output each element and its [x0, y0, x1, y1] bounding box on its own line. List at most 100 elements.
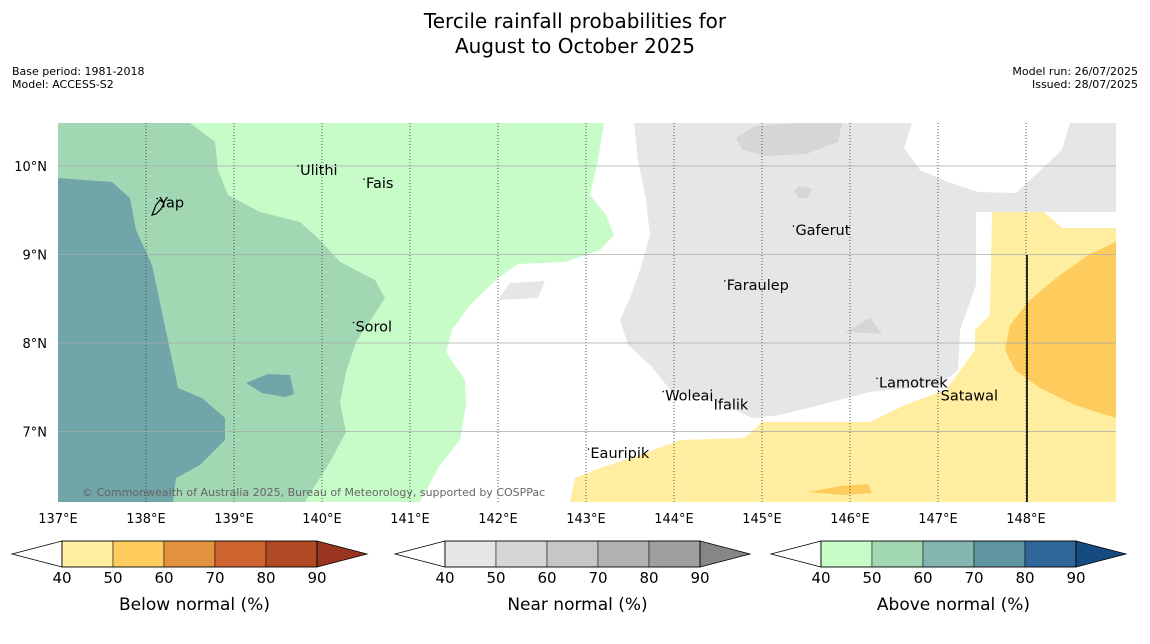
colorbar-legends: 40 50 60 70 80 90 Below normal (%) 40 50 60 70 80 90…	[10, 540, 1128, 615]
lon-tick-label: 148°E	[1006, 512, 1046, 527]
colorbar-label: Near normal (%)	[507, 595, 647, 615]
colorbar-tick-label: 70	[588, 569, 607, 587]
colorbar-label: Below normal (%)	[119, 595, 270, 615]
place-label-lamotrek: Lamotrek	[879, 375, 948, 391]
colorbar-tick-label: 90	[307, 569, 326, 587]
lon-tick-label: 140°E	[302, 512, 342, 527]
colorbar-cell	[820, 540, 873, 568]
lon-tick-label: 138°E	[126, 512, 166, 527]
place-label-satawal: Satawal	[941, 389, 998, 405]
colorbar-frame	[61, 540, 318, 568]
lon-tick-label: 143°E	[566, 512, 606, 527]
place-label-woleai: Woleai	[665, 389, 713, 405]
model-text: Model: ACCESS-S2	[12, 78, 114, 91]
colorbar-tick-label: 60	[913, 569, 932, 587]
colorbar-tick-label: 50	[103, 569, 122, 587]
colorbar-tick-label: 80	[639, 569, 658, 587]
colorbar-3: 40 50 60 70 80 90 Above normal (%)	[769, 540, 1128, 615]
colorbar-tick-label: 70	[964, 569, 983, 587]
colorbar-1: 40 50 60 70 80 90 Below normal (%)	[10, 540, 369, 615]
colorbar-cell	[265, 540, 318, 568]
colorbar-cell	[112, 540, 165, 568]
axis-tick-labels: 137°E 138°E 139°E 140°E 141°E 142°E 143°E 144°E…	[14, 160, 1046, 527]
colorbar-2: 40 50 60 70 80 90 Near normal (%)	[393, 540, 752, 615]
probability-shading	[58, 123, 1116, 502]
place-marker	[297, 165, 299, 167]
map-title-line1: Tercile rainfall probabilities for	[423, 9, 727, 33]
place-label-faraulep: Faraulep	[727, 278, 789, 294]
lon-tick-label: 141°E	[390, 512, 430, 527]
yap-island-outline	[151, 199, 165, 216]
colorbar-cell	[495, 540, 548, 568]
colorbar-tick-label: 90	[690, 569, 709, 587]
colorbar-cell	[163, 540, 216, 568]
colorbar-tick-label: 70	[205, 569, 224, 587]
graticule	[58, 123, 1116, 502]
colorbar-cell	[1024, 540, 1077, 568]
place-label-gaferut: Gaferut	[795, 223, 850, 239]
meta-right: Model run: 26/07/2025 Issued: 28/07/2025	[1012, 65, 1138, 91]
colorbar-over-arrow	[316, 540, 369, 568]
colorbar-over-arrow	[1075, 540, 1128, 568]
model-run-text: Model run: 26/07/2025	[1012, 65, 1138, 78]
map-title-line2: August to October 2025	[454, 34, 696, 58]
place-label-sorol: Sorol	[355, 319, 392, 335]
colorbar-over-arrow	[699, 540, 752, 568]
colorbar-under-arrow	[769, 540, 822, 568]
place-marker	[792, 225, 795, 227]
above-normal-60-70-region	[58, 178, 225, 502]
place-marker	[352, 321, 355, 324]
lon-tick-label: 145°E	[742, 512, 782, 527]
colorbar-cell	[444, 540, 497, 568]
colorbar-tick-label: 50	[486, 569, 505, 587]
colorbar-cell	[922, 540, 975, 568]
colorbar-tick-label: 80	[256, 569, 275, 587]
colorbar-cell	[546, 540, 599, 568]
place-marker	[363, 178, 365, 180]
near-normal-50-60-patch	[845, 318, 882, 334]
colorbar-tick-label: 40	[435, 569, 454, 587]
lat-tick-label: 8°N	[23, 337, 48, 352]
below-normal-50-60-region	[1005, 242, 1116, 418]
colorbar-cell	[871, 540, 924, 568]
place-marker	[156, 197, 158, 200]
colorbar-tick-label: 40	[811, 569, 830, 587]
meta-left: Base period: 1981-2018 Model: ACCESS-S2	[12, 65, 144, 91]
colorbar-tick-label: 60	[154, 569, 173, 587]
colorbar-tick-label: 40	[52, 569, 71, 587]
colorbar-under-arrow	[393, 540, 446, 568]
lon-tick-label: 137°E	[38, 512, 78, 527]
place-marker	[937, 390, 940, 393]
place-marker	[876, 377, 878, 380]
place-marker	[662, 390, 664, 393]
near-normal-50-60-top	[736, 123, 842, 156]
colorbar-tick-label: 60	[537, 569, 556, 587]
lat-tick-label: 7°N	[23, 426, 48, 441]
base-period-text: Base period: 1981-2018	[12, 65, 145, 78]
colorbar-under-arrow	[10, 540, 63, 568]
place-label-ifalik: Ifalik	[714, 397, 749, 413]
colorbar-cell	[597, 540, 650, 568]
colorbar-cell	[973, 540, 1026, 568]
lat-tick-label: 9°N	[23, 249, 48, 264]
lon-tick-label: 142°E	[478, 512, 518, 527]
below-normal-40-50-region	[570, 212, 1116, 502]
near-normal-50-60-small	[794, 186, 812, 198]
colorbar-tick-label: 50	[862, 569, 881, 587]
near-normal-region	[620, 123, 1116, 418]
colorbar-tick-label: 80	[1015, 569, 1034, 587]
lon-tick-label: 139°E	[214, 512, 254, 527]
lon-tick-label: 146°E	[830, 512, 870, 527]
place-label-yap: Yap	[158, 196, 184, 212]
colorbar-label: Above normal (%)	[877, 595, 1030, 615]
place-labels: Ulithi Fais Yap Gaferut Faraulep Sorol Lamotre…	[156, 163, 998, 462]
place-marker	[724, 280, 726, 282]
place-marker	[587, 448, 590, 450]
colorbar-frame	[820, 540, 1077, 568]
lon-tick-label: 144°E	[654, 512, 694, 527]
above-normal-60-70-patch	[246, 374, 294, 397]
below-normal-50-60-patch	[808, 484, 872, 495]
colorbar-cell	[214, 540, 267, 568]
place-label-fais: Fais	[366, 176, 393, 192]
